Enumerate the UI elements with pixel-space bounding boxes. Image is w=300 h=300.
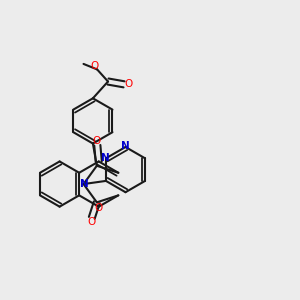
Text: O: O [88,217,96,227]
Text: O: O [94,202,103,213]
Text: O: O [125,79,133,89]
Text: N: N [121,141,130,151]
Text: N: N [80,179,88,189]
Text: N: N [100,153,109,163]
Text: O: O [92,136,101,146]
Text: O: O [90,61,98,71]
